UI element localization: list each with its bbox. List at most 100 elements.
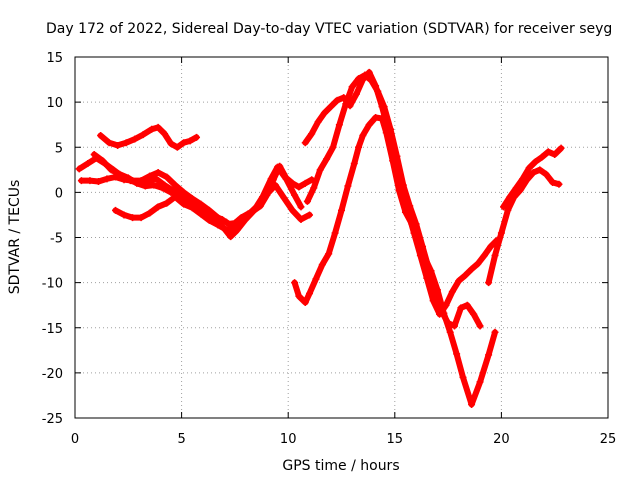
data-point	[549, 178, 557, 186]
data-point	[436, 310, 444, 318]
data-point	[186, 137, 194, 145]
series-line	[91, 151, 315, 227]
data-point	[171, 181, 179, 189]
data-point	[116, 170, 124, 178]
data-point	[359, 76, 367, 84]
data-point	[453, 350, 461, 358]
data-point	[404, 206, 412, 214]
data-point	[340, 94, 348, 102]
data-point	[519, 175, 527, 183]
data-point	[154, 203, 162, 211]
data-point	[225, 220, 233, 228]
data-point	[150, 181, 158, 189]
data-point	[474, 260, 482, 268]
data-point	[551, 150, 559, 158]
data-point	[291, 191, 299, 199]
series-arc9	[485, 166, 563, 287]
data-point	[476, 378, 484, 386]
data-point	[325, 250, 333, 258]
data-point	[250, 206, 258, 214]
x-tick-label: 10	[280, 432, 297, 447]
data-point	[114, 141, 122, 149]
data-point	[331, 229, 339, 237]
data-point	[555, 180, 563, 188]
data-point	[372, 82, 380, 90]
data-point	[133, 179, 141, 187]
data-point	[175, 191, 183, 199]
series-line	[485, 166, 562, 286]
data-point	[485, 279, 493, 287]
data-point	[256, 202, 264, 210]
data-point	[167, 188, 175, 196]
data-point	[201, 208, 209, 216]
y-tick-label: -15	[42, 322, 63, 337]
data-point	[301, 139, 309, 147]
data-point	[410, 229, 418, 237]
data-point	[450, 322, 458, 330]
data-point	[333, 96, 341, 104]
data-point	[384, 127, 392, 135]
data-point	[485, 351, 493, 359]
data-point	[538, 153, 546, 161]
data-point	[220, 224, 228, 232]
data-point	[244, 210, 252, 218]
data-point	[365, 68, 373, 76]
data-point	[446, 328, 454, 336]
data-point	[146, 209, 154, 217]
data-point	[218, 215, 226, 223]
axis-ticks: 0 5 10 15 20 25 15 10 5 0 -5 -10 -15 -20 -25	[42, 51, 617, 447]
data-point	[75, 165, 83, 173]
series-arc3	[112, 193, 241, 235]
data-point	[295, 292, 303, 300]
data-point	[391, 152, 399, 160]
series-arc5	[90, 150, 316, 228]
data-point	[90, 150, 98, 158]
data-point	[312, 275, 320, 283]
data-point	[161, 130, 169, 138]
series-arc10	[500, 144, 565, 211]
series-line	[112, 193, 240, 235]
data-point	[124, 174, 132, 182]
y-tick-label: -5	[50, 232, 63, 247]
data-point	[141, 182, 149, 190]
data-point	[491, 328, 499, 336]
data-point	[233, 224, 241, 232]
data-point	[129, 214, 137, 222]
data-point	[306, 211, 314, 219]
data-point	[120, 211, 128, 219]
series-arc8	[301, 68, 501, 318]
data-point	[500, 203, 508, 211]
data-point	[344, 182, 352, 190]
data-point	[442, 301, 450, 309]
series-layer	[75, 68, 565, 408]
data-point	[487, 243, 495, 251]
data-point	[86, 177, 94, 185]
data-point	[301, 298, 309, 306]
data-point	[163, 199, 171, 207]
data-point	[529, 169, 537, 177]
data-point	[99, 157, 107, 165]
data-point	[269, 176, 277, 184]
grid	[75, 57, 608, 418]
data-point	[280, 194, 288, 202]
data-point	[444, 319, 452, 327]
data-point	[532, 158, 540, 166]
data-point	[335, 121, 343, 129]
data-point	[97, 132, 105, 140]
data-point	[365, 121, 373, 129]
data-point	[107, 166, 115, 174]
data-point	[316, 166, 324, 174]
data-point	[536, 166, 544, 174]
data-point	[163, 173, 171, 181]
series-line	[302, 69, 501, 318]
y-tick-label: 0	[55, 186, 63, 201]
data-point	[491, 252, 499, 260]
data-point	[461, 271, 469, 279]
data-point	[263, 191, 271, 199]
data-point	[173, 143, 181, 151]
data-point	[148, 125, 156, 133]
y-tick-label: 10	[46, 96, 63, 111]
data-point	[193, 202, 201, 210]
data-point	[282, 174, 290, 182]
data-point	[137, 214, 145, 222]
